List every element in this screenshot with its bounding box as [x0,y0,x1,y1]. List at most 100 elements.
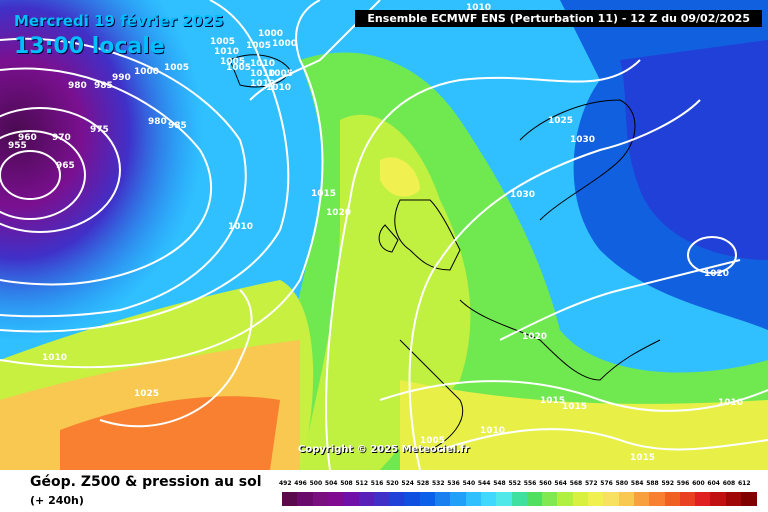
map-canvas: 1010 1005 1010 1005 1000 1000 1005 1005 … [0,0,768,470]
pressure-label: 955 [8,141,27,151]
pressure-label: 1010 [250,69,275,79]
scale-swatch [297,492,314,506]
scale-tick-label: 556 [523,480,537,487]
scale-tick-label: 496 [294,480,307,487]
scale-tick-label: 508 [340,480,353,487]
forecast-date: Mercredi 19 février 2025 [14,12,224,30]
scale-tick-label: 612 [738,480,751,487]
scale-tick-label: 572 [585,480,598,487]
scale-tick-label: 504 [324,480,338,487]
scale-swatch [618,492,635,506]
scale-swatch [480,492,497,506]
scale-swatch [419,492,436,506]
scale-tick-label: 548 [493,480,506,487]
scale-tick-label: 512 [355,480,369,487]
scale-tick-label: 532 [432,480,445,487]
pressure-labels: 1010 1005 1010 1005 1000 1000 1005 1005 … [8,3,743,463]
pressure-label: 1015 [540,396,565,406]
scale-swatch [435,492,451,506]
scale-tick-label: 608 [722,480,736,487]
legend-title: Géop. Z500 & pression au sol [30,474,262,490]
pressure-label: 1020 [704,269,729,279]
scale-swatch [358,492,375,506]
scale-tick-label: 520 [386,480,399,487]
scale-tick-label: 564 [554,480,567,487]
scale-swatch [588,492,604,506]
scale-tick-label: 568 [569,480,583,487]
scale-swatch [511,492,528,506]
scale-swatch [557,492,574,506]
pressure-label: 1020 [326,208,351,218]
pressure-label: 1010 [42,353,67,363]
pressure-label: 1000 [258,29,283,39]
pressure-label: 990 [112,73,131,83]
scale-tick-label: 540 [462,480,476,487]
pressure-label: 980 [68,81,87,91]
scale-tick-label: 592 [661,480,675,487]
scale-swatch [679,492,696,506]
pressure-label: 1015 [311,189,336,199]
pressure-label: 1010 [250,79,275,89]
scale-tick-label: 536 [447,480,460,487]
scale-tick-label: 596 [676,480,690,487]
field-east-core [620,40,768,260]
scale-swatch [710,492,727,506]
pressure-label: 1005 [420,436,445,446]
scale-swatch [649,492,665,506]
pressure-label: 1010 [718,398,743,408]
scale-tick-label: 580 [615,480,629,487]
pressure-label: 975 [90,125,109,135]
pressure-label: 1025 [548,116,573,126]
scale-swatch [465,492,482,506]
pressure-label: 985 [94,81,113,91]
scale-swatch [312,492,329,506]
field-south [400,380,768,470]
scale-swatch [389,492,405,506]
scale-swatch [526,492,543,506]
scale-swatch [496,492,512,506]
pressure-label: 1010 [266,83,291,93]
pressure-label: 1005 [226,63,251,73]
pressure-label: 1005 [164,63,189,73]
pressure-label: 1010 [214,47,239,57]
scale-swatch [450,492,467,506]
pressure-label: 1030 [510,190,535,200]
legend-footer: Géop. Z500 & pression au sol (+ 240h) 49… [0,470,768,512]
scale-swatch [572,492,589,506]
pressure-label: 1010 [228,222,253,232]
pressure-label: 985 [168,121,187,131]
pressure-label: 1010 [466,3,491,13]
pressure-label: 1005 [268,69,293,79]
pressure-label: 965 [56,161,75,171]
scale-swatch [542,492,558,506]
scale-swatch [404,492,421,506]
scale-tick-label: 500 [309,480,323,487]
scale-tick-label: 576 [600,480,613,487]
field-ridge-peak [380,157,420,197]
pressure-label: 1005 [246,41,271,51]
scale-tick-label: 544 [477,480,491,487]
scale-swatch [725,492,742,506]
pressure-label: 1000 [134,67,159,77]
scale-tick-label: 516 [370,480,384,487]
scale-tick-label: 528 [416,480,430,487]
color-scale: 492 496 500 504 508 512 516 520 524 528 532 536 540 5… [279,474,757,508]
pressure-label: 1015 [562,402,587,412]
pressure-label: 1010 [250,59,275,69]
model-header: Ensemble ECMWF ENS (Perturbation 11) - 1… [355,10,762,27]
pressure-label: 1020 [522,332,547,342]
scale-tick-label: 524 [401,480,414,487]
pressure-label: 1005 [210,37,235,47]
field-subtropical-core [60,396,280,470]
scale-swatch [343,492,359,506]
scale-swatch [282,492,298,506]
scale-tick-label: 560 [539,480,552,487]
pressure-label: 1015 [630,453,655,463]
scale-swatch [664,492,681,506]
pressure-label: 960 [18,133,37,143]
scale-swatch [741,492,757,506]
coastlines [229,54,661,451]
scale-tick-label: 588 [646,480,659,487]
pressure-label: 1025 [134,389,159,399]
pressure-label: 1005 [220,57,245,67]
